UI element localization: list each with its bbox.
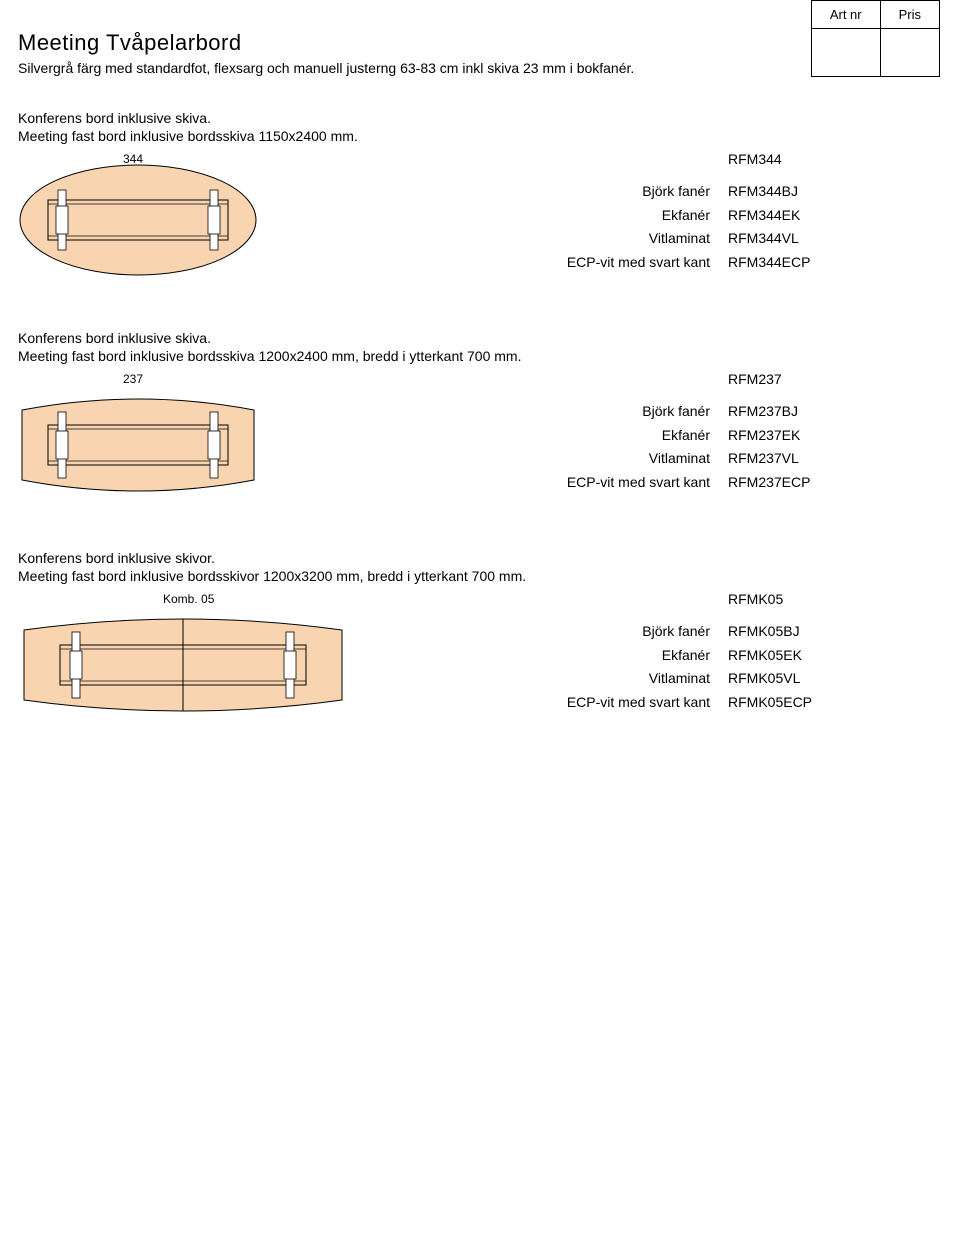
variant-art: RFM237ECP [728, 471, 838, 495]
product-desc: Meeting fast bord inklusive bordsskiva 1… [18, 348, 938, 364]
barrel-table-icon [18, 370, 258, 515]
variant-material: Vitlaminat [540, 227, 710, 251]
variant-material: Björk fanér [540, 400, 710, 424]
page-subtitle: Silvergrå färg med standardfot, flexsarg… [18, 60, 634, 76]
diagram-label: 237 [123, 372, 143, 386]
variant-material: Björk fanér [540, 180, 710, 204]
header-col-artnr: Art nr [811, 1, 880, 29]
diagram-k05: Komb. 05 [18, 590, 348, 735]
diagram-237: 237 [18, 370, 258, 515]
variant-material: Björk fanér [540, 620, 710, 644]
product-block-k05: Konferens bord inklusive skivor. Meeting… [18, 550, 938, 735]
variant-art: RFM237BJ [728, 400, 838, 424]
base-art: RFM344 [728, 148, 838, 172]
product-block-344: Konferens bord inklusive skiva. Meeting … [18, 110, 938, 278]
header-col-pris: Pris [880, 1, 939, 29]
header-table: Art nr Pris [811, 0, 940, 77]
variant-art: RFM344VL [728, 227, 838, 251]
variant-art: RFM237VL [728, 447, 838, 471]
product-block-237: Konferens bord inklusive skiva. Meeting … [18, 330, 938, 515]
diagram-344: 344 [18, 150, 258, 278]
header-empty-artnr [811, 29, 880, 77]
variant-material: Ekfanér [540, 424, 710, 448]
header-empty-pris [880, 29, 939, 77]
variant-material: Ekfanér [540, 644, 710, 668]
product-desc: Meeting fast bord inklusive bordsskivor … [18, 568, 938, 584]
diagram-label: Komb. 05 [163, 592, 214, 606]
base-art: RFM237 [728, 368, 838, 392]
base-art: RFMK05 [728, 588, 838, 612]
variant-art: RFM344ECP [728, 251, 838, 275]
barrel-split-table-icon [18, 590, 348, 735]
variant-material: ECP-vit med svart kant [540, 251, 710, 275]
variant-art: RFM344BJ [728, 180, 838, 204]
variant-material: ECP-vit med svart kant [540, 471, 710, 495]
product-heading: Konferens bord inklusive skiva. [18, 110, 938, 126]
product-heading: Konferens bord inklusive skiva. [18, 330, 938, 346]
ellipse-table-icon [18, 150, 258, 278]
variant-art: RFMK05ECP [728, 691, 838, 715]
product-heading: Konferens bord inklusive skivor. [18, 550, 938, 566]
variant-material: Vitlaminat [540, 447, 710, 471]
page-title: Meeting Tvåpelarbord [18, 30, 242, 56]
diagram-label: 344 [123, 152, 143, 166]
variant-art: RFM237EK [728, 424, 838, 448]
variant-art: RFM344EK [728, 204, 838, 228]
variant-art: RFMK05EK [728, 644, 838, 668]
variant-material: Ekfanér [540, 204, 710, 228]
product-desc: Meeting fast bord inklusive bordsskiva 1… [18, 128, 938, 144]
variant-material: ECP-vit med svart kant [540, 691, 710, 715]
variant-art: RFMK05BJ [728, 620, 838, 644]
variant-material: Vitlaminat [540, 667, 710, 691]
variant-art: RFMK05VL [728, 667, 838, 691]
